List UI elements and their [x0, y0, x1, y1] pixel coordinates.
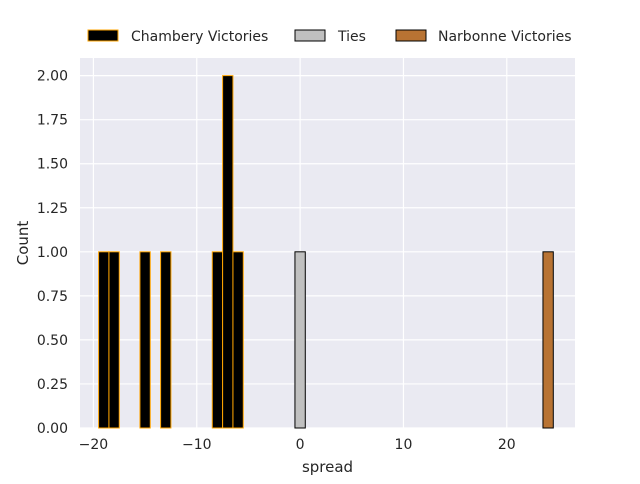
- y-tick-label: 2.00: [37, 69, 68, 85]
- y-tick-label: 1.00: [37, 245, 68, 261]
- bar-chambery-victories: [108, 251, 120, 429]
- y-tick-labels: 0.00 0.25 0.50 0.75 1.00 1.25 1.50 1.75 2.00: [37, 69, 68, 437]
- x-tick-label: −10: [182, 437, 212, 453]
- bar-chambery-victories: [222, 75, 234, 429]
- legend-label: Chambery Victories: [131, 29, 268, 45]
- y-tick-label: 1.50: [37, 157, 68, 173]
- legend-label: Narbonne Victories: [438, 29, 572, 45]
- y-axis-label: Count: [14, 221, 32, 266]
- y-tick-label: 1.75: [37, 113, 68, 129]
- y-tick-label: 0.75: [37, 289, 68, 305]
- legend-swatch: [294, 29, 326, 42]
- x-tick-labels: −20 −10 0 10 20: [79, 437, 516, 453]
- bar-chambery-victories: [211, 251, 224, 429]
- legend-swatch: [395, 29, 427, 42]
- x-axis-label: spread: [302, 458, 353, 476]
- bar-chambery-victories: [160, 251, 172, 429]
- legend: Chambery Victories Ties Narbonne Victories: [87, 29, 572, 45]
- bar-ties: [294, 251, 306, 429]
- plot-area: [80, 58, 575, 428]
- bars: [98, 75, 554, 429]
- x-tick-label: 0: [296, 437, 305, 453]
- y-tick-label: 0.50: [37, 333, 68, 349]
- bar-chambery-victories: [232, 251, 244, 429]
- bar-chambery-victories: [98, 251, 110, 429]
- x-tick-label: 10: [395, 437, 413, 453]
- x-tick-label: −20: [79, 437, 109, 453]
- legend-swatch: [87, 29, 119, 42]
- legend-label: Ties: [337, 29, 366, 45]
- bar-chambery-victories: [139, 251, 151, 429]
- y-tick-label: 1.25: [37, 201, 68, 217]
- y-tick-label: 0.25: [37, 377, 68, 393]
- y-tick-label: 0.00: [37, 421, 68, 437]
- x-tick-label: 20: [498, 437, 516, 453]
- bar-narbonne-victories: [542, 251, 554, 429]
